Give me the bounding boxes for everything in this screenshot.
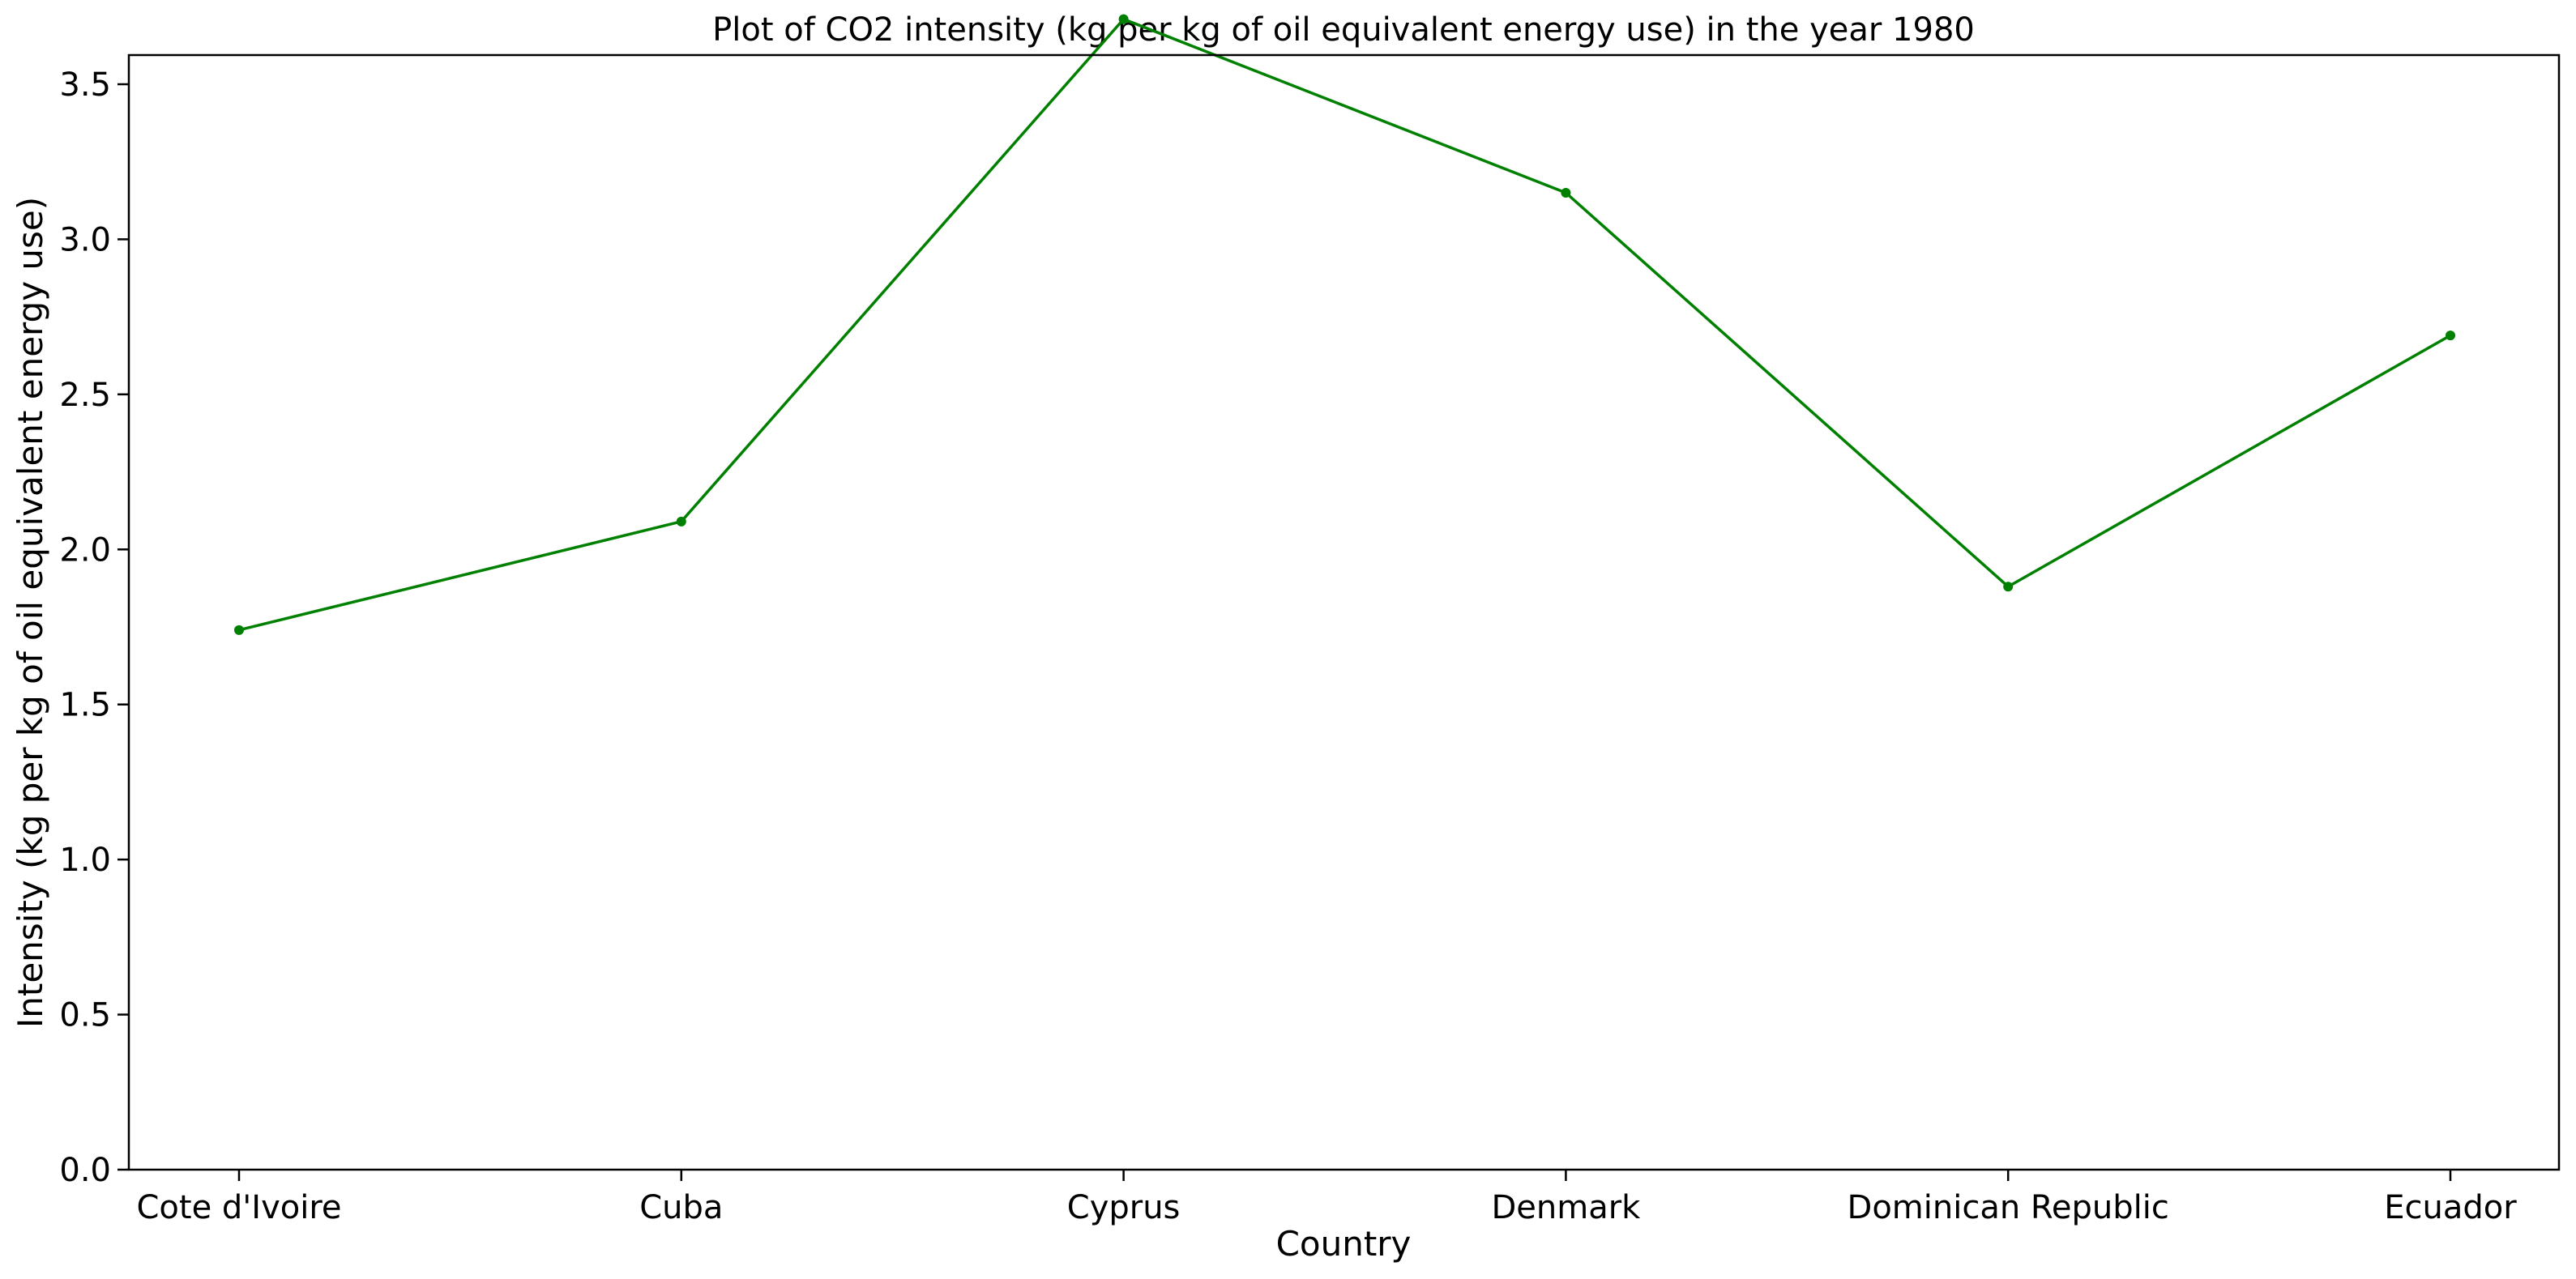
x-tick-label: Cote d'Ivoire bbox=[136, 1189, 341, 1226]
plot-frame bbox=[127, 53, 2561, 1171]
data-point bbox=[1118, 14, 1129, 24]
x-tick-label: Cyprus bbox=[1067, 1189, 1181, 1226]
x-tick-label: Cuba bbox=[639, 1189, 723, 1226]
x-tick-label: Denmark bbox=[1491, 1189, 1641, 1226]
x-axis-label: Country bbox=[1276, 1224, 1412, 1264]
data-point bbox=[234, 625, 244, 635]
y-tick-label: 3.0 bbox=[59, 221, 111, 258]
data-point bbox=[2446, 330, 2455, 341]
y-tick-label: 1.5 bbox=[59, 687, 111, 724]
y-tick-label: 0.0 bbox=[59, 1152, 111, 1189]
y-tick-label: 2.0 bbox=[59, 531, 111, 569]
y-tick-label: 2.5 bbox=[59, 377, 111, 414]
x-tick-label: Dominican Republic bbox=[1848, 1189, 2169, 1226]
series-layer bbox=[234, 14, 2455, 635]
data-point bbox=[1561, 188, 1571, 198]
data-point bbox=[2003, 582, 2014, 592]
y-ticks: 0.0 0.5 1.0 1.5 2.0 2.5 3.0 3.5 bbox=[59, 66, 129, 1189]
x-ticks: Cote d'Ivoire Cuba Cyprus Denmark Dominican … bbox=[136, 1170, 2517, 1226]
chart-title: Plot of CO2 intensity (kg per kg of oil … bbox=[712, 11, 1975, 49]
y-tick-label: 1.0 bbox=[59, 842, 111, 879]
data-point bbox=[676, 516, 686, 527]
y-tick-label: 3.5 bbox=[59, 66, 111, 104]
series-line bbox=[238, 17, 2451, 632]
x-tick-label: Ecuador bbox=[2384, 1189, 2517, 1226]
y-tick-label: 0.5 bbox=[59, 997, 111, 1034]
y-axis-label: Intensity (kg per kg of oil equivalent e… bbox=[11, 197, 50, 1028]
